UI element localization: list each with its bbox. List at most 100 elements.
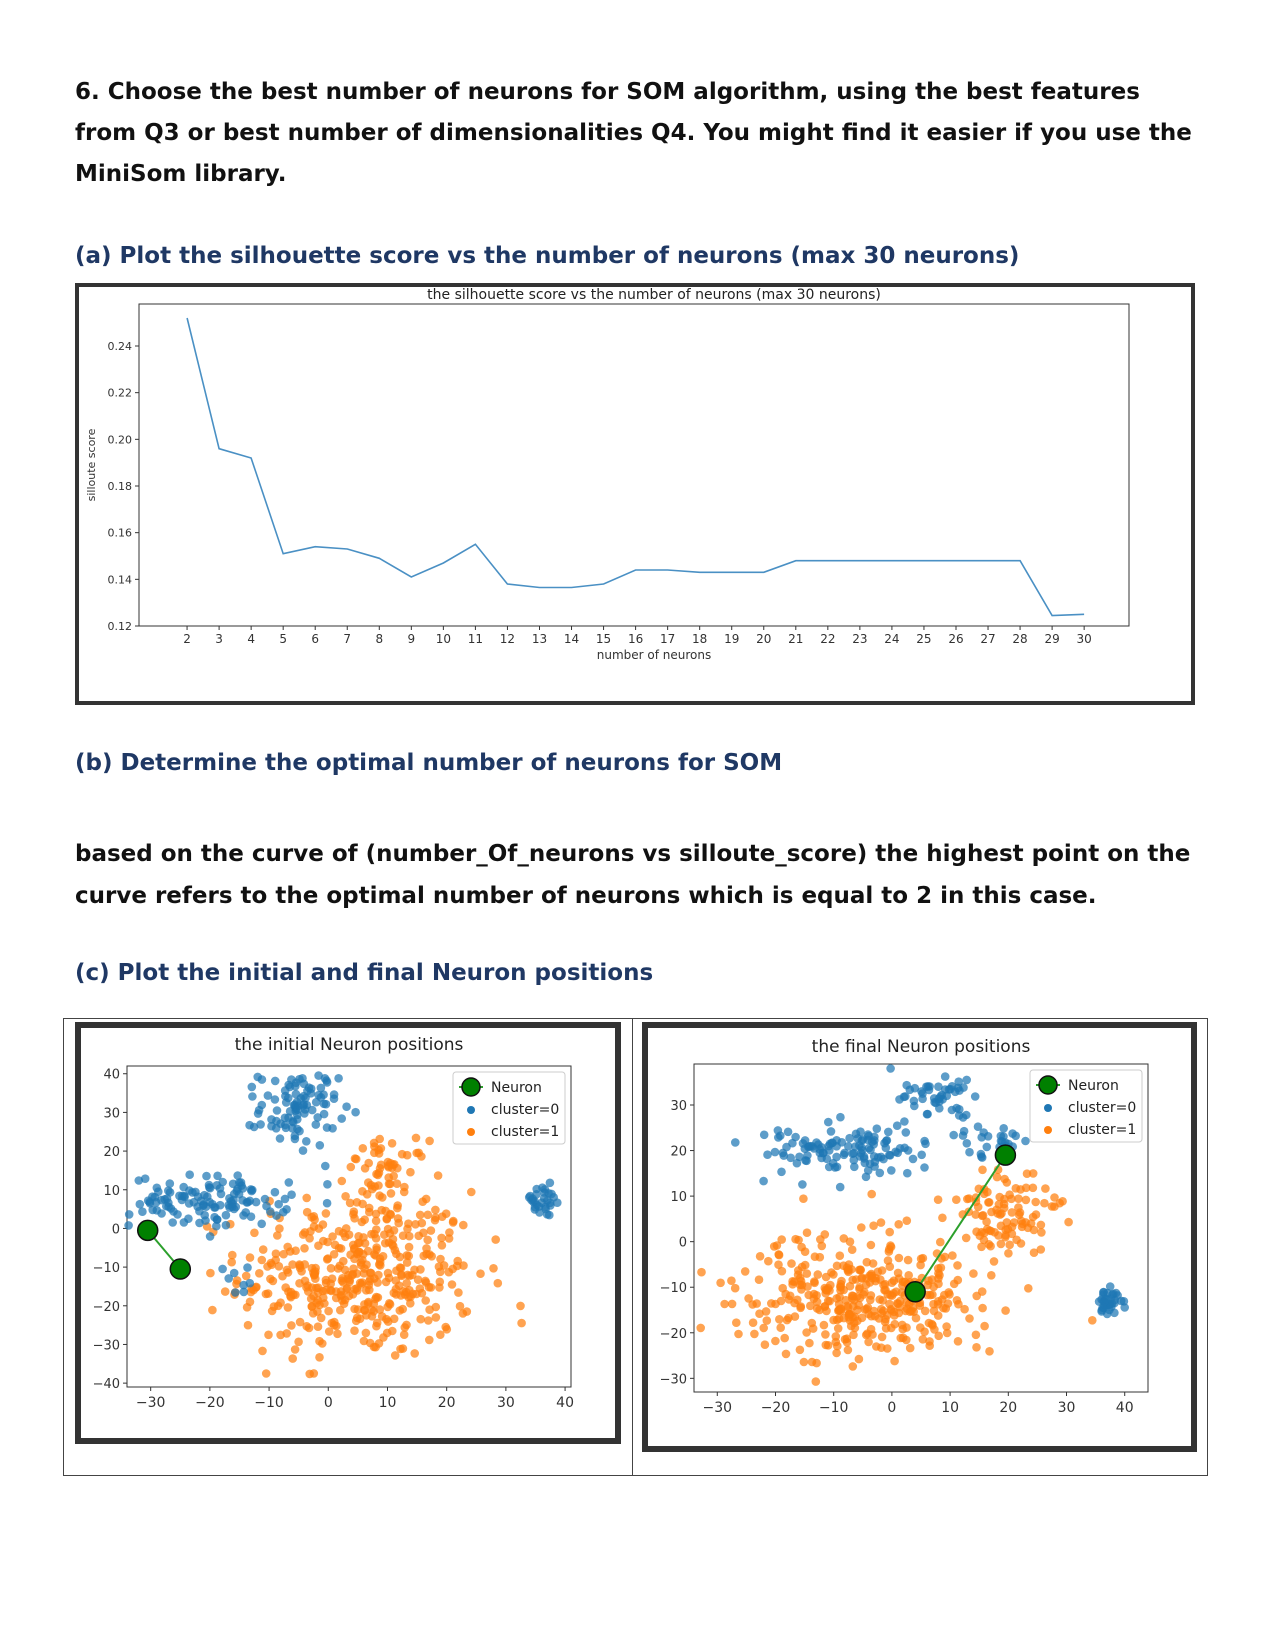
cluster-1-point bbox=[383, 1161, 393, 1170]
cluster-0-point bbox=[954, 1111, 964, 1120]
x-axis-label: number of neurons bbox=[597, 648, 712, 662]
cluster-0-point bbox=[270, 1076, 280, 1086]
cluster-1-point bbox=[898, 1324, 908, 1334]
cluster-1-point bbox=[367, 1229, 376, 1239]
cluster-1-point bbox=[257, 1255, 267, 1265]
cluster-0-point bbox=[770, 1147, 780, 1157]
cluster-0-point bbox=[212, 1181, 222, 1190]
cluster-1-point bbox=[866, 1240, 876, 1250]
cluster-0-point bbox=[908, 1154, 918, 1164]
cluster-1-point bbox=[324, 1306, 333, 1316]
cluster-1-point bbox=[418, 1197, 428, 1206]
neuron-link-line bbox=[914, 1154, 1007, 1293]
cluster-1-point bbox=[305, 1369, 314, 1379]
cluster-1-point bbox=[307, 1302, 317, 1311]
cluster-1-point bbox=[400, 1323, 410, 1332]
cluster-0-point bbox=[857, 1143, 866, 1152]
chart-title: the silhouette score vs the number of ne… bbox=[427, 287, 881, 303]
cluster-1-point bbox=[279, 1249, 288, 1259]
cluster-1-point bbox=[379, 1333, 388, 1342]
cluster-1-point bbox=[963, 1194, 972, 1204]
cluster-0-point bbox=[329, 1090, 339, 1099]
cluster-0-point bbox=[982, 1142, 992, 1152]
cluster-1-point bbox=[902, 1216, 912, 1225]
cluster-1-point bbox=[788, 1277, 797, 1286]
cluster-1-point bbox=[1022, 1169, 1032, 1178]
cluster-1-point bbox=[313, 1307, 322, 1316]
cluster-1-point bbox=[857, 1274, 866, 1283]
y-tick-label: 0.14 bbox=[108, 573, 133, 586]
cluster-1-point bbox=[740, 1267, 750, 1276]
cluster-1-point bbox=[322, 1255, 332, 1264]
cluster-0-point bbox=[902, 1080, 911, 1090]
cluster-0-point bbox=[886, 1064, 895, 1073]
cluster-1-point bbox=[392, 1179, 402, 1188]
cluster-0-point bbox=[861, 1172, 871, 1182]
cluster-1-point bbox=[373, 1170, 383, 1180]
cluster-1-point bbox=[425, 1305, 434, 1314]
cluster-1-point bbox=[364, 1280, 374, 1290]
cluster-1-point bbox=[402, 1278, 412, 1288]
y-tick-label: −40 bbox=[93, 1377, 120, 1392]
cluster-1-point bbox=[363, 1246, 373, 1256]
cluster-1-point bbox=[206, 1268, 215, 1278]
y-tick-label: 0 bbox=[112, 1222, 120, 1237]
cluster-1-point bbox=[868, 1273, 877, 1283]
cluster-1-point bbox=[295, 1279, 304, 1288]
cluster-1-point bbox=[360, 1215, 370, 1224]
cluster-1-point bbox=[1029, 1248, 1039, 1257]
cluster-0-point bbox=[195, 1206, 204, 1216]
cluster-0-point bbox=[257, 1075, 267, 1084]
cluster-1-point bbox=[1007, 1208, 1017, 1217]
cluster-0-point bbox=[940, 1072, 950, 1081]
cluster-1-point bbox=[807, 1357, 817, 1367]
cluster-1-point bbox=[848, 1362, 858, 1371]
cluster-1-point bbox=[406, 1292, 415, 1301]
cluster-0-point bbox=[245, 1120, 254, 1130]
cluster-0-point bbox=[1021, 1136, 1030, 1146]
cluster-1-point bbox=[942, 1322, 951, 1331]
cluster-1-point bbox=[405, 1231, 414, 1241]
cluster-1-point bbox=[843, 1345, 853, 1355]
cluster-0-point bbox=[275, 1134, 285, 1143]
cluster-1-point bbox=[866, 1291, 876, 1300]
cluster-0-point bbox=[282, 1205, 291, 1214]
cluster-1-point bbox=[977, 1211, 987, 1221]
cluster-1-point bbox=[777, 1235, 786, 1244]
cluster-1-point bbox=[874, 1314, 884, 1323]
cluster-1-point bbox=[403, 1224, 412, 1234]
cluster-1-point bbox=[341, 1192, 350, 1201]
cluster-1-point bbox=[797, 1242, 806, 1252]
cluster-0-point bbox=[302, 1137, 311, 1146]
cluster-0-point bbox=[301, 1093, 310, 1103]
cluster-1-point bbox=[907, 1306, 916, 1316]
cluster-1-point bbox=[241, 1271, 251, 1281]
cluster-0-point bbox=[262, 1201, 271, 1211]
cluster-1-point bbox=[748, 1318, 758, 1327]
cluster-1-point bbox=[489, 1264, 498, 1273]
cluster-0-point bbox=[291, 1078, 301, 1087]
cluster-0-point bbox=[955, 1105, 964, 1114]
cluster-1-point bbox=[390, 1245, 400, 1255]
cluster-1-point bbox=[806, 1301, 815, 1311]
cluster-1-point bbox=[977, 1242, 986, 1252]
cluster-1-point bbox=[885, 1262, 895, 1271]
cluster-1-point bbox=[351, 1154, 361, 1164]
cluster-0-point bbox=[977, 1153, 987, 1162]
cluster-1-point bbox=[1040, 1198, 1049, 1208]
cluster-1-point bbox=[755, 1309, 764, 1318]
cluster-0-point bbox=[203, 1192, 212, 1201]
cluster-0-point bbox=[272, 1211, 281, 1220]
cluster-1-point bbox=[933, 1195, 943, 1204]
cluster-1-point bbox=[243, 1320, 253, 1330]
y-axis-label: silloute score bbox=[85, 428, 98, 501]
cluster-1-point bbox=[403, 1270, 412, 1280]
cluster-0-point bbox=[806, 1141, 815, 1151]
cluster-1-point bbox=[476, 1269, 485, 1278]
cluster-0-point bbox=[135, 1199, 145, 1209]
cluster-1-point bbox=[716, 1278, 725, 1288]
cluster-1-point bbox=[799, 1194, 808, 1203]
cluster-0-point bbox=[844, 1142, 853, 1151]
cluster-0-point bbox=[124, 1210, 134, 1219]
x-tick-label: 6 bbox=[311, 632, 319, 646]
